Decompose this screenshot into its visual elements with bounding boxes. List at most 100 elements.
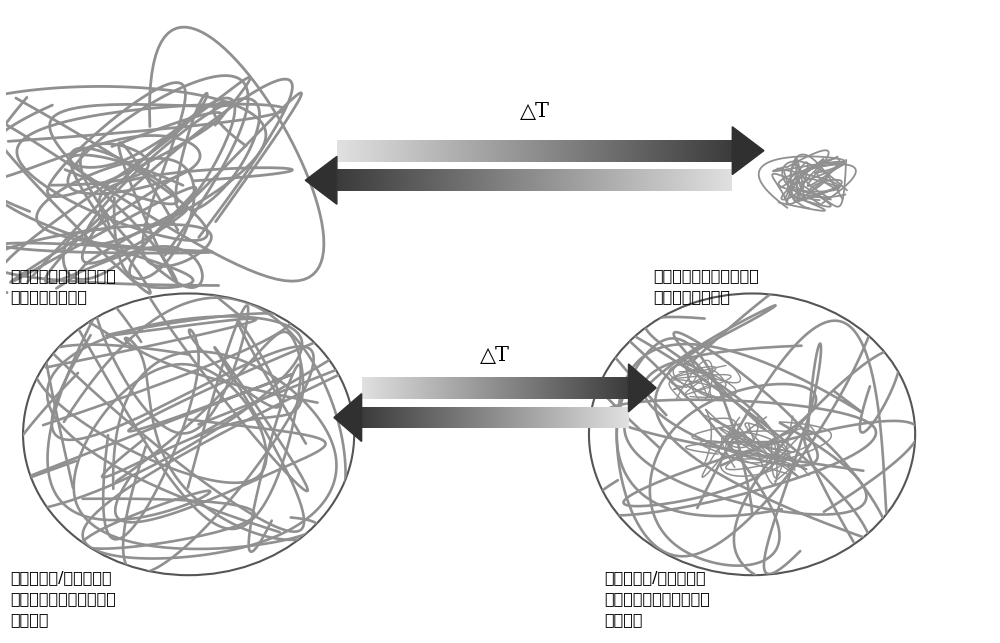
Bar (703, 140, 705, 161)
Bar (481, 169, 482, 191)
Bar (469, 169, 470, 191)
Bar (425, 140, 427, 161)
FancyArrow shape (334, 394, 362, 442)
Bar (531, 169, 532, 191)
Bar (644, 140, 645, 161)
Bar (568, 169, 569, 191)
Bar (525, 169, 527, 191)
Bar (655, 169, 656, 191)
Bar (678, 140, 680, 161)
Bar (677, 140, 678, 161)
Bar (640, 169, 641, 191)
Bar (463, 140, 465, 161)
Bar (355, 140, 357, 161)
Bar (374, 169, 375, 191)
Bar (682, 140, 684, 161)
Bar (687, 140, 689, 161)
Bar (618, 169, 619, 191)
Bar (586, 140, 587, 161)
Bar (519, 140, 520, 161)
Bar (722, 140, 723, 161)
Bar (436, 169, 437, 191)
Bar (569, 169, 570, 191)
Bar (718, 169, 719, 191)
Bar (466, 140, 467, 161)
Bar (400, 169, 402, 191)
Bar (595, 169, 597, 191)
Bar (517, 140, 519, 161)
Bar (635, 140, 636, 161)
Bar (498, 169, 499, 191)
Bar (523, 169, 524, 191)
Bar (380, 169, 382, 191)
Bar (411, 169, 412, 191)
Bar (469, 140, 470, 161)
Bar (529, 169, 531, 191)
Bar (401, 169, 403, 191)
Bar (541, 140, 543, 161)
Bar (516, 140, 518, 161)
Bar (434, 140, 436, 161)
Bar (341, 169, 342, 191)
Bar (658, 169, 660, 191)
Bar (347, 169, 349, 191)
Bar (488, 169, 490, 191)
Bar (449, 140, 450, 161)
Bar (399, 169, 400, 191)
Bar (369, 140, 370, 161)
Bar (570, 169, 572, 191)
Bar (595, 140, 597, 161)
Bar (342, 140, 344, 161)
Bar (388, 140, 390, 161)
Bar (644, 169, 645, 191)
Bar (620, 169, 622, 191)
Bar (615, 140, 616, 161)
Bar (479, 140, 481, 161)
Bar (633, 140, 635, 161)
Bar (647, 169, 648, 191)
Bar (660, 140, 661, 161)
Bar (379, 140, 380, 161)
Bar (474, 169, 475, 191)
Bar (681, 169, 682, 191)
Bar (711, 140, 713, 161)
Bar (490, 140, 491, 161)
Bar (624, 169, 626, 191)
Bar (727, 169, 728, 191)
Bar (598, 169, 599, 191)
Bar (647, 140, 648, 161)
Bar (610, 169, 611, 191)
Bar (612, 169, 614, 191)
Bar (354, 140, 355, 161)
Bar (684, 169, 685, 191)
Bar (583, 169, 585, 191)
Bar (658, 140, 660, 161)
Bar (387, 169, 388, 191)
Bar (714, 169, 715, 191)
Bar (562, 169, 564, 191)
Bar (515, 140, 516, 161)
Bar (470, 169, 471, 191)
Bar (438, 169, 440, 191)
Bar (589, 169, 590, 191)
Bar (441, 140, 442, 161)
Bar (491, 169, 493, 191)
Bar (673, 140, 674, 161)
Bar (372, 169, 374, 191)
Bar (631, 169, 632, 191)
Bar (405, 169, 407, 191)
Bar (491, 140, 493, 161)
Bar (545, 140, 547, 161)
Bar (673, 169, 674, 191)
Bar (730, 140, 731, 161)
Bar (728, 140, 730, 161)
Bar (653, 169, 655, 191)
Bar (549, 140, 551, 161)
Bar (553, 169, 554, 191)
Bar (602, 169, 603, 191)
Bar (668, 169, 669, 191)
Bar (450, 140, 452, 161)
Bar (631, 140, 632, 161)
Bar (581, 140, 582, 161)
Bar (408, 169, 409, 191)
